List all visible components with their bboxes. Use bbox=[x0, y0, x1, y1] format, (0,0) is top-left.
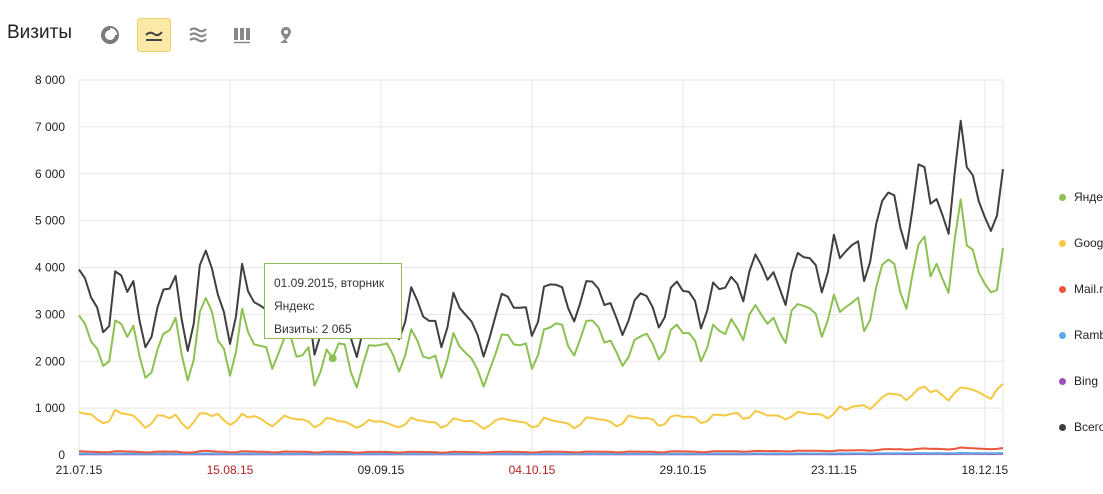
x-tick-label: 23.11.15 bbox=[811, 463, 857, 477]
tooltip: 01.09.2015, вторник Яндекс Визиты: 2 065 bbox=[264, 263, 402, 339]
legend-dot bbox=[1059, 378, 1066, 386]
y-tick-label: 7 000 bbox=[35, 120, 65, 134]
area-chart-icon bbox=[189, 27, 207, 43]
legend-item[interactable]: Яндекс bbox=[1059, 190, 1103, 204]
series-line-3 bbox=[79, 451, 1004, 455]
legend-label: Яндекс bbox=[1074, 190, 1103, 204]
y-tick-label: 0 bbox=[58, 448, 65, 462]
legend-item[interactable]: Всего bbox=[1059, 420, 1103, 434]
legend-label: Всего bbox=[1074, 420, 1103, 434]
series-line-1 bbox=[78, 383, 1004, 430]
y-tick-label: 1 000 bbox=[35, 401, 65, 415]
x-tick-label: 29.10.15 bbox=[660, 463, 707, 477]
hover-point bbox=[328, 354, 337, 363]
legend-label: Rambler bbox=[1074, 328, 1103, 342]
legend-dot bbox=[1059, 332, 1066, 340]
tooltip-series: Яндекс bbox=[274, 299, 315, 313]
legend-label: Mail.ru bbox=[1074, 282, 1103, 296]
line-chart-button[interactable] bbox=[137, 18, 171, 52]
y-tick-label: 3 000 bbox=[35, 307, 65, 321]
tooltip-value: Визиты: 2 065 bbox=[274, 322, 352, 336]
bar-chart-button[interactable] bbox=[225, 18, 259, 52]
series-line-5 bbox=[78, 119, 1004, 358]
y-tick-label: 4 000 bbox=[35, 261, 65, 275]
pie-chart-button[interactable] bbox=[93, 18, 127, 52]
legend-item[interactable]: Mail.ru bbox=[1059, 282, 1103, 296]
bar-chart-icon bbox=[234, 28, 250, 44]
legend-dot bbox=[1059, 194, 1066, 202]
y-tick-label: 2 000 bbox=[35, 354, 65, 368]
chart-title: Визиты bbox=[7, 22, 72, 43]
legend-item[interactable]: Google bbox=[1059, 236, 1103, 250]
x-tick-label: 15.08.15 bbox=[207, 463, 254, 477]
series-line-2 bbox=[78, 446, 1004, 454]
tooltip-date: 01.09.2015, вторник bbox=[274, 276, 385, 290]
legend-item[interactable]: Bing bbox=[1059, 374, 1098, 388]
y-tick-label: 6 000 bbox=[35, 167, 65, 181]
legend-dot bbox=[1059, 286, 1066, 294]
legend-dot bbox=[1059, 424, 1066, 432]
line-chart-icon bbox=[145, 31, 163, 41]
pie-chart-icon bbox=[101, 26, 119, 44]
legend-item[interactable]: Rambler bbox=[1059, 328, 1103, 342]
x-tick-label: 21.07.15 bbox=[56, 463, 103, 477]
map-button[interactable] bbox=[269, 18, 303, 52]
y-tick-label: 5 000 bbox=[35, 214, 65, 228]
line-chart: 0 1 000 2 000 3 000 4 000 5 000 6 000 7 000 8 00… bbox=[35, 73, 1009, 477]
x-tick-label: 04.10.15 bbox=[509, 463, 556, 477]
x-tick-label: 09.09.15 bbox=[358, 463, 405, 477]
y-tick-label: 8 000 bbox=[35, 73, 65, 87]
area-chart-button[interactable] bbox=[181, 18, 215, 52]
map-icon bbox=[280, 27, 291, 43]
legend-label: Google bbox=[1074, 236, 1103, 250]
legend-dot bbox=[1059, 240, 1066, 248]
series-line-0 bbox=[78, 198, 1004, 389]
legend-label: Bing bbox=[1074, 374, 1099, 388]
x-tick-label: 18.12.15 bbox=[962, 463, 1009, 477]
